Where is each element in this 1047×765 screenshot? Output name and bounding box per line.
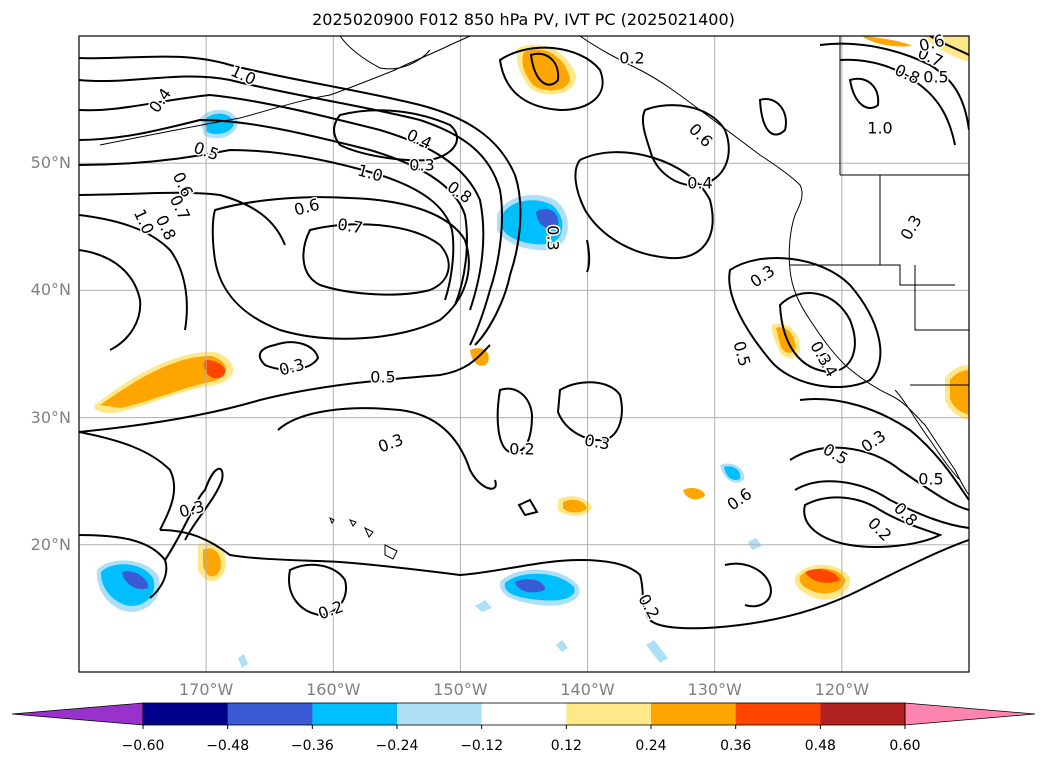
- pv-negative-area: [536, 208, 559, 229]
- latitude-label: 20°N: [30, 534, 71, 554]
- contour-label: 0.5: [923, 68, 948, 87]
- colorbar-tick-label: 0.36: [720, 738, 752, 754]
- contour-label: 0.2: [619, 49, 644, 68]
- colorbar-tick-label: −0.24: [375, 738, 419, 754]
- longitude-label: 170°W: [178, 680, 234, 699]
- pv-negative-area: [100, 564, 155, 606]
- pv-negative-area: [748, 538, 762, 550]
- latitude-label: 30°N: [30, 407, 71, 427]
- pv-negative-area: [646, 640, 668, 663]
- colorbar-tick-label: 0.60: [889, 738, 921, 754]
- pv-positive-area: [100, 355, 227, 408]
- colorbar: [11, 702, 1036, 729]
- colorbar-segment: [227, 703, 313, 725]
- contour-label: 0.3: [544, 225, 563, 250]
- map-title: 2025020900 F012 850 hPa PV, IVT PC (2025…: [312, 10, 735, 29]
- longitude-label: 130°W: [687, 680, 742, 699]
- contour-label: 0.2: [509, 440, 534, 459]
- contour-label: 0.5: [370, 368, 395, 387]
- map-frame: [78, 35, 970, 673]
- latitude-label: 50°N: [30, 153, 71, 173]
- colorbar-segment: [735, 703, 821, 725]
- contour-label: 0.3: [409, 156, 434, 175]
- colorbar-segment: [651, 703, 737, 725]
- pv-contours: [79, 36, 969, 630]
- colorbar-tick-label: 0.24: [635, 738, 667, 754]
- pv-negative-area: [475, 600, 492, 612]
- colorbar-segment: [566, 703, 652, 725]
- colorbar-min-extension: [11, 702, 144, 726]
- colorbar-segment: [481, 703, 567, 725]
- colorbar-tick-label: −0.36: [290, 738, 334, 754]
- pv-negative-area: [724, 466, 741, 480]
- pv-shading: [94, 36, 969, 668]
- pv-positive-area: [563, 499, 587, 513]
- pv-negative-area: [122, 571, 149, 590]
- longitude-label: 120°W: [814, 680, 870, 699]
- colorbar-max-extension: [904, 702, 1036, 726]
- pv-negative-area: [556, 640, 568, 652]
- pv-negative-area: [515, 579, 545, 593]
- colorbar-tick-label: 0.12: [550, 738, 582, 754]
- colorbar-tick-label: 0.48: [804, 738, 836, 754]
- latitude-label: 40°N: [30, 280, 71, 300]
- pv-positive-area: [683, 487, 705, 500]
- colorbar-outline: [142, 702, 906, 726]
- longitude-label: 160°W: [306, 680, 361, 699]
- contour-label: 1.0: [867, 119, 892, 138]
- colorbar-tick-label: −0.48: [206, 738, 250, 754]
- colorbar-segment: [143, 703, 229, 725]
- pv-positive-area: [203, 548, 221, 577]
- longitude-label: 140°W: [560, 680, 615, 699]
- colorbar-segment: [397, 703, 483, 725]
- pv-positive-area: [922, 36, 969, 62]
- colorbar-tick-label: −0.12: [460, 738, 504, 754]
- contour-label: 0.4: [687, 174, 712, 193]
- longitude-label: 150°W: [433, 680, 488, 699]
- colorbar-segment: [312, 703, 398, 725]
- pv-positive-area: [862, 36, 912, 47]
- colorbar-tick-label: −0.60: [121, 738, 165, 754]
- pv-negative-area: [238, 654, 248, 668]
- pv-positive-area: [204, 360, 226, 379]
- pv-positive-area: [805, 569, 840, 583]
- pv-negative-area: [204, 113, 234, 135]
- pv-positive-area: [950, 370, 969, 415]
- contour-label: 0.5: [918, 470, 943, 489]
- colorbar-segment: [820, 703, 906, 725]
